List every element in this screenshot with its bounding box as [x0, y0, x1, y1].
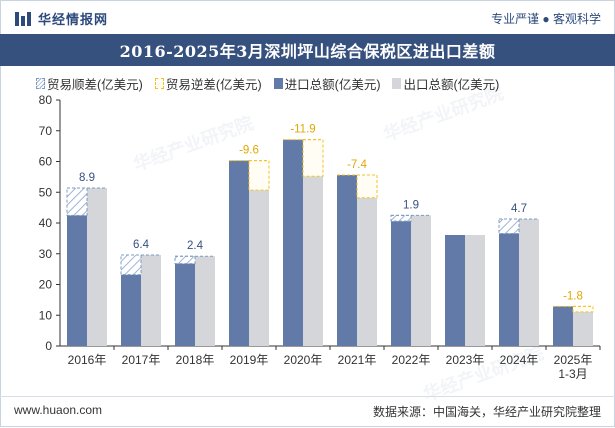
export-bar: [519, 219, 539, 346]
title-bar: 2016-2025年3月深圳坪山综合保税区进出口差额: [0, 34, 615, 66]
top-bar: 华经情报网 专业严谨 ● 客观科学: [0, 0, 615, 34]
legend-item-surplus[interactable]: 贸易顺差(亿美元): [36, 74, 143, 93]
x-tick-label: 2019年: [230, 353, 269, 367]
brand-logo-icon: [15, 11, 31, 26]
x-tick-label: 2018年: [176, 353, 215, 367]
y-tick-label: 20: [39, 278, 53, 292]
surplus-label: 8.9: [79, 172, 95, 184]
y-tick-label: 0: [45, 339, 52, 353]
import-bar: [175, 263, 195, 346]
legend-item-deficit[interactable]: 贸易逆差(亿美元): [154, 74, 262, 93]
export-bar: [87, 187, 107, 346]
brand-name: 华经情报网: [38, 12, 109, 27]
x-tick-label: 2021年: [338, 353, 377, 367]
brand[interactable]: 华经情报网: [14, 9, 108, 28]
export-bar: [249, 190, 269, 346]
import-bar: [337, 175, 357, 346]
deficit-box: [572, 305, 594, 313]
import-bar: [391, 221, 411, 346]
x-tick-label: 2025年: [554, 353, 593, 367]
footer-source: 数据来源：中国海关，华经产业研究院整理: [372, 405, 601, 419]
x-tick-label: 2023年: [446, 353, 485, 367]
legend-label-import: 进口总额(亿美元): [284, 78, 381, 92]
import-bar: [229, 160, 249, 346]
legend-swatch-surplus: [36, 78, 45, 89]
bar-chart: 0 10 20 30 40 50 60 70 80 8.9 2016年 6.4 2017年 2.4 2018…: [39, 93, 601, 381]
surplus-label: 6.4: [133, 239, 150, 251]
footer-url[interactable]: www.huaon.com: [14, 403, 103, 417]
deficit-label: -1.8: [563, 290, 583, 302]
footer: www.huaon.com 数据来源：中国海关，华经产业研究院整理: [0, 396, 615, 428]
deficit-label: -9.6: [239, 145, 259, 157]
y-tick-label: 30: [39, 247, 53, 261]
export-bar: [465, 234, 485, 346]
x-tick-label: 2016年: [68, 353, 107, 367]
export-bar: [573, 311, 593, 346]
import-bar: [121, 274, 141, 346]
export-bar: [303, 176, 323, 346]
export-bar: [195, 256, 215, 346]
deficit-label: -11.9: [290, 124, 315, 136]
legend-item-export[interactable]: 出口总额(亿美元): [392, 74, 499, 93]
import-bar: [445, 234, 465, 346]
y-tick-label: 60: [39, 155, 53, 169]
legend-item-import[interactable]: 进口总额(亿美元): [273, 74, 381, 93]
legend: 贸易顺差(亿美元) 贸易逆差(亿美元) 进口总额(亿美元) 出口总额(亿美元): [36, 74, 499, 93]
import-bar: [499, 233, 519, 346]
legend-label-surplus: 贸易顺差(亿美元): [47, 78, 143, 92]
deficit-box: [302, 139, 324, 177]
surplus-box: [120, 254, 142, 276]
y-tick-label: 50: [39, 185, 53, 199]
surplus-label: 1.9: [403, 199, 419, 211]
x-tick-label: 2020年: [284, 353, 323, 367]
surplus-box: [390, 214, 412, 222]
surplus-box: [174, 255, 196, 265]
import-bar: [283, 139, 303, 346]
deficit-label: -7.4: [347, 159, 367, 171]
export-bar: [141, 254, 161, 346]
chart-title: 2016-2025年3月深圳坪山综合保税区进出口差额: [119, 42, 496, 61]
tagline: 专业严谨 ● 客观科学: [491, 12, 601, 26]
export-bar: [411, 215, 431, 346]
x-tick-label: 2022年: [392, 353, 431, 367]
x-tick-label: 2017年: [122, 353, 161, 367]
export-bar: [357, 197, 377, 346]
y-tick-label: 70: [39, 124, 53, 138]
y-tick-label: 80: [39, 93, 53, 107]
surplus-box: [498, 218, 520, 234]
deficit-box: [356, 174, 378, 199]
legend-swatch-export: [392, 78, 402, 89]
y-tick-label: 10: [39, 308, 53, 322]
surplus-label: 4.7: [511, 203, 527, 215]
surplus-box: [66, 187, 88, 216]
legend-label-export: 出口总额(亿美元): [403, 78, 500, 92]
y-tick-label: 40: [39, 216, 53, 230]
legend-label-deficit: 贸易逆差(亿美元): [165, 78, 262, 92]
import-bar: [67, 215, 87, 346]
x-tick-label: 1-3月: [558, 367, 587, 381]
deficit-box: [248, 160, 270, 191]
legend-swatch-import: [273, 78, 283, 89]
surplus-label: 2.4: [187, 240, 204, 252]
legend-swatch-deficit: [154, 78, 164, 89]
import-bar: [553, 306, 573, 346]
x-tick-label: 2024年: [500, 353, 539, 367]
